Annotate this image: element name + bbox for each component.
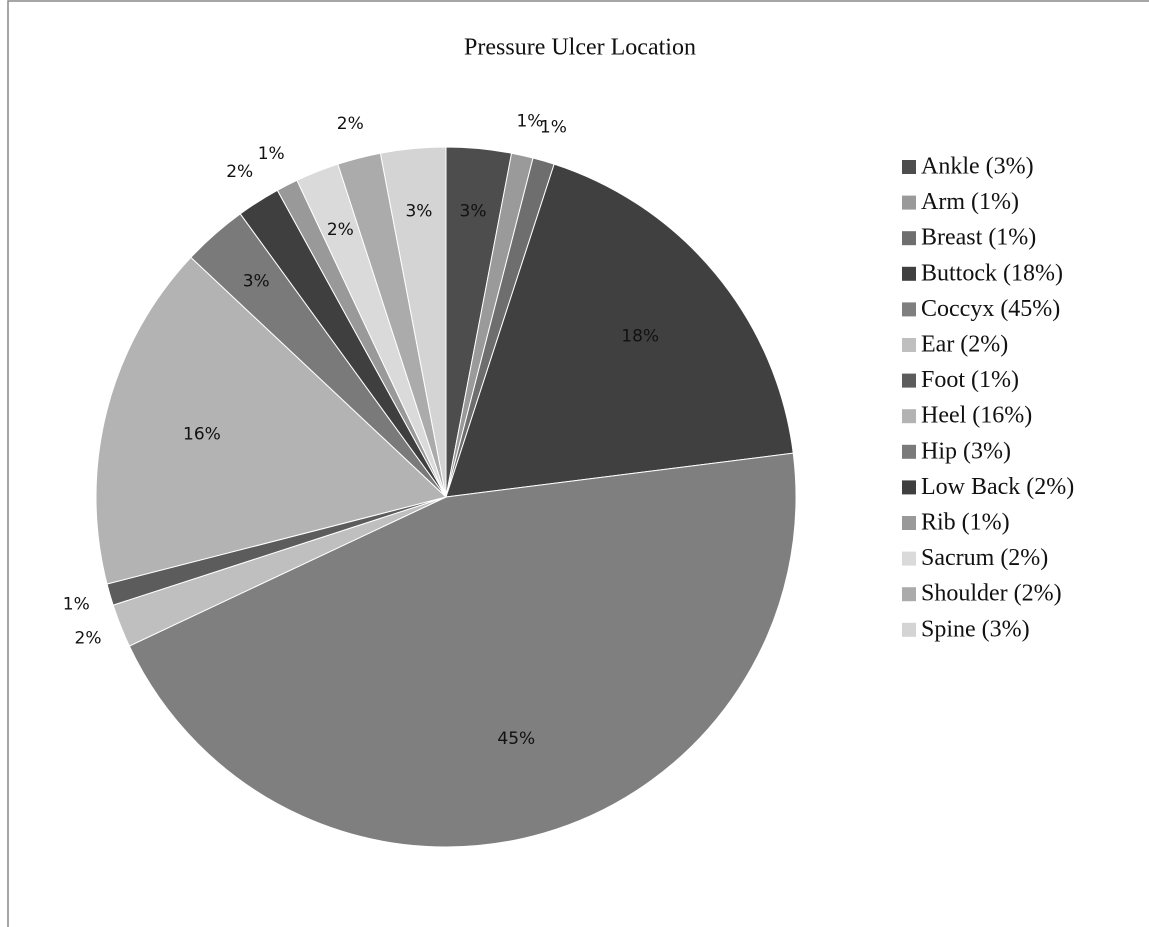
legend-label: Foot (1%) — [921, 367, 1019, 393]
legend-swatch — [902, 195, 916, 210]
legend-label: Breast (1%) — [921, 225, 1036, 251]
data-label: 16% — [183, 424, 221, 444]
legend-label: Low Back (2%) — [921, 474, 1074, 500]
data-label: 2% — [337, 114, 364, 134]
pie-slice — [128, 452, 797, 848]
legend-swatch — [902, 160, 916, 174]
data-label: 1% — [516, 111, 543, 131]
data-label: 3% — [243, 272, 270, 292]
legend-swatch — [902, 373, 916, 388]
data-label: 1% — [540, 117, 567, 137]
data-label: 1% — [258, 144, 285, 164]
legend-label: Rib (1%) — [921, 510, 1010, 536]
data-label: 2% — [75, 629, 102, 649]
legend-label: Sacrum (2%) — [921, 545, 1048, 571]
legend-swatch — [902, 266, 916, 281]
pie-slice — [95, 256, 448, 585]
legend-label: Ear (2%) — [921, 332, 1008, 358]
legend-swatch — [902, 480, 916, 495]
legend-label: Shoulder (2%) — [921, 581, 1062, 607]
legend-swatch — [902, 338, 916, 352]
chart-title: Pressure Ulcer Location — [464, 35, 696, 61]
legend-swatch — [902, 516, 916, 530]
data-label: 18% — [621, 326, 659, 346]
legend-label: Buttock (18%) — [921, 260, 1063, 286]
data-label: 45% — [497, 729, 535, 749]
legend-swatch — [902, 551, 916, 566]
data-label: 3% — [405, 201, 432, 221]
legend-label: Hip (3%) — [921, 438, 1011, 464]
data-label: 2% — [327, 220, 354, 240]
pie-slice — [445, 163, 794, 498]
legend-swatch — [902, 444, 916, 459]
legend-label: Coccyx (45%) — [921, 296, 1060, 322]
legend-swatch — [902, 409, 916, 424]
chart-border — [7, 0, 1149, 927]
legend-label: Spine (3%) — [921, 616, 1030, 642]
legend-swatch — [902, 231, 916, 246]
legend-swatch — [902, 622, 916, 637]
legend-label: Arm (1%) — [921, 189, 1019, 215]
data-label: 2% — [226, 162, 253, 182]
data-label: 1% — [63, 594, 90, 614]
pie-slice — [379, 146, 447, 498]
data-label: 3% — [460, 201, 487, 221]
legend-label: Ankle (3%) — [921, 154, 1034, 180]
legend-label: Heel (16%) — [921, 403, 1032, 429]
legend-swatch — [902, 587, 916, 602]
legend-swatch — [902, 302, 916, 317]
